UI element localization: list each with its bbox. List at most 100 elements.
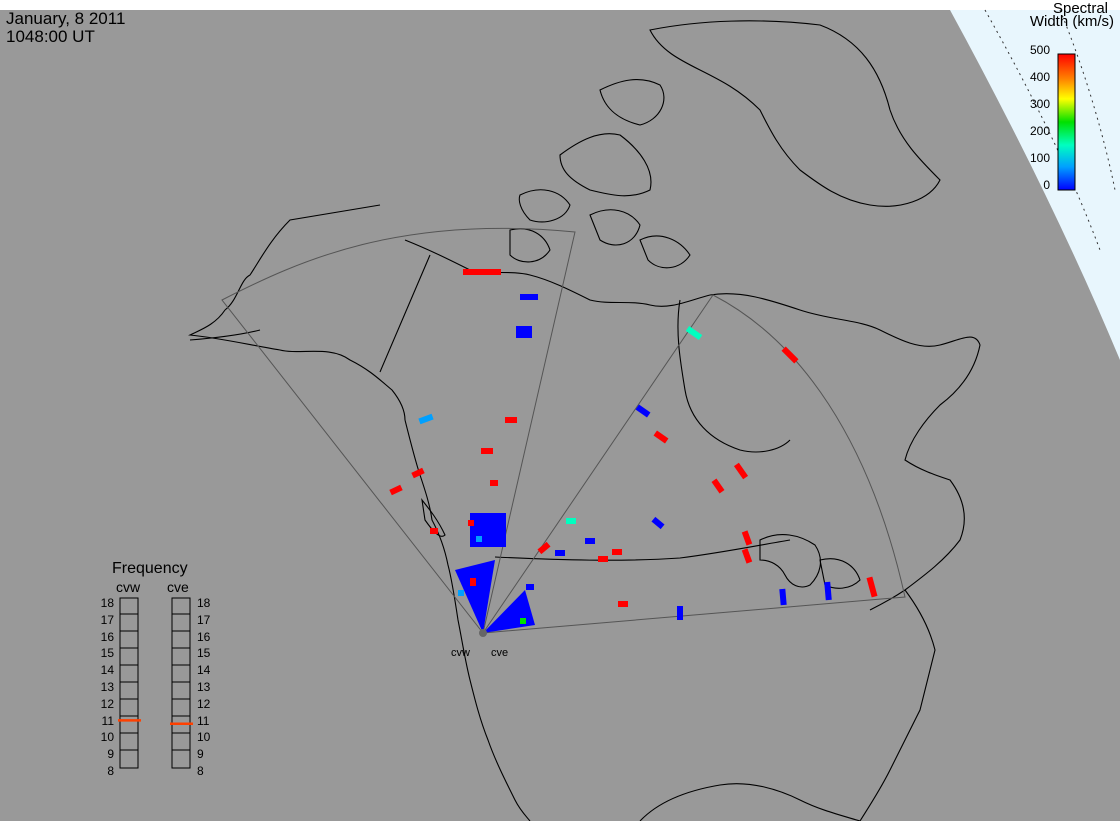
date-label: January, 8 2011 <box>6 9 126 28</box>
us-canada-border <box>494 539 791 561</box>
echo-cell <box>677 606 683 620</box>
radar-cve-label: cve <box>491 647 509 659</box>
echo-cell <box>418 413 434 425</box>
frequency-tick-left: 17 <box>100 612 114 627</box>
frequency-tick-right: 10 <box>197 730 211 745</box>
echo-cell <box>411 467 425 479</box>
frequency-tick-left: 15 <box>100 646 114 661</box>
arctic-island <box>599 79 665 126</box>
frequency-tick-left: 16 <box>100 629 114 644</box>
time-label: 1048:00 UT <box>6 27 95 46</box>
echo-cell <box>490 480 498 486</box>
gulf-coast <box>639 783 861 821</box>
frequency-gridlines <box>120 613 190 751</box>
cvw-fov <box>221 227 576 634</box>
coastlines <box>188 20 981 821</box>
frequency-tick-left: 18 <box>100 596 114 610</box>
cvw-frequency-box <box>119 597 139 769</box>
echo-cell <box>711 478 725 494</box>
alaska-coast <box>188 204 406 421</box>
radar-fov-outlines <box>221 227 906 634</box>
echo-cell <box>779 588 787 606</box>
echo-cell <box>389 484 403 496</box>
echo-cell <box>866 576 878 598</box>
alaska-peninsula <box>189 329 261 341</box>
echo-cell <box>516 326 532 338</box>
frequency-tick-right: 8 <box>197 764 204 778</box>
arctic-island <box>639 235 691 269</box>
top-margin <box>0 0 1120 10</box>
echo-cell <box>520 294 538 300</box>
echo-cell <box>685 325 703 341</box>
echo-cell <box>430 528 438 534</box>
alaska-border <box>379 254 431 373</box>
echo-cell <box>555 550 565 556</box>
terminator-region <box>950 10 1120 360</box>
frequency-tick-right: 17 <box>197 612 211 627</box>
arctic-island <box>518 189 571 223</box>
colorbar-title-line1: Spectral <box>1052 0 1108 17</box>
colorbar-tick: 0 <box>1043 178 1050 192</box>
frequency-boxes <box>119 597 191 769</box>
echo-cell <box>470 513 506 547</box>
frequency-tick-right: 16 <box>197 629 211 644</box>
frequency-tick-right: 11 <box>197 713 210 728</box>
echo-cell <box>476 536 482 542</box>
arctic-island <box>509 228 551 263</box>
greenland-coast <box>649 20 941 207</box>
echo-cell <box>470 578 476 586</box>
echo-cell <box>651 516 665 530</box>
vancouver-island <box>421 498 446 537</box>
great-lakes <box>819 558 861 589</box>
echo-cell <box>566 518 576 524</box>
hudson-bay <box>677 299 791 453</box>
frequency-tick-left: 9 <box>107 747 114 762</box>
frequency-tick-left: 11 <box>101 713 114 728</box>
frequency-tick-left: 12 <box>100 696 114 711</box>
frequency-tick-left: 14 <box>100 663 114 678</box>
echo-cell <box>741 548 753 564</box>
arctic-island <box>589 209 641 246</box>
frequency-tick-right: 13 <box>197 680 211 694</box>
echo-cell <box>741 530 753 546</box>
echo-cell <box>526 584 534 590</box>
colorbar-tick: 500 <box>1029 43 1050 57</box>
us-east-coast <box>859 589 936 821</box>
echo-cell <box>618 601 628 607</box>
colorbar-title-line2: Width (km/s) <box>1029 13 1114 30</box>
frequency-cve-label: cve <box>167 579 189 595</box>
canada-north-coast <box>404 239 711 307</box>
frequency-cvw-label: cvw <box>116 579 141 595</box>
echo-cell <box>781 346 799 364</box>
echo-cell <box>635 404 651 418</box>
colorbar-tick: 200 <box>1029 124 1050 138</box>
echo-cell <box>612 549 622 555</box>
frequency-panel-title: Frequency <box>112 560 188 577</box>
frequency-tick-left: 10 <box>100 730 114 745</box>
frequency-tick-left: 13 <box>100 680 114 694</box>
colorbar-tick: 100 <box>1029 151 1050 165</box>
colorbar-tick: 300 <box>1029 97 1050 111</box>
frequency-tick-right: 18 <box>197 596 211 610</box>
arctic-island <box>559 133 652 197</box>
echo-cell <box>585 538 595 544</box>
echo-cell <box>537 541 551 555</box>
labrador-coast <box>709 293 981 611</box>
echo-cell <box>468 520 474 526</box>
echo-cell <box>598 556 608 562</box>
echo-cell <box>653 430 669 444</box>
radar-site-marker <box>479 629 487 637</box>
echo-cell <box>463 269 501 275</box>
frequency-tick-right: 15 <box>197 646 211 661</box>
colorbar-scale <box>1057 53 1076 191</box>
cve-frequency-box <box>171 597 191 769</box>
echo-cell <box>481 448 493 454</box>
echo-cell <box>458 590 464 596</box>
frequency-tick-left: 8 <box>107 764 114 778</box>
echo-cell <box>824 581 832 601</box>
latitude-circle-dotted <box>1059 9 1116 191</box>
radar-echo-cells <box>389 269 878 633</box>
